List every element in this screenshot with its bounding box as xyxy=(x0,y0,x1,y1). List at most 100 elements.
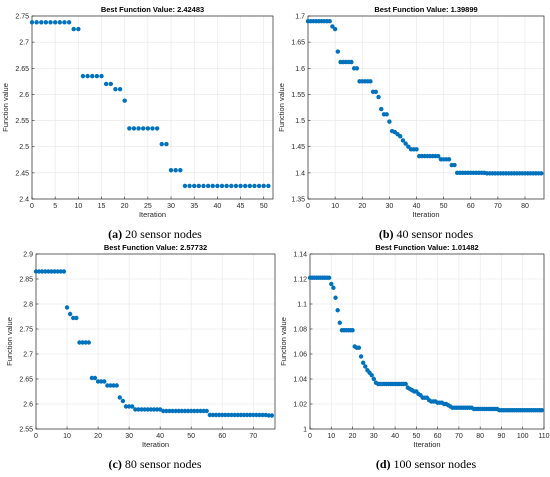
data-point xyxy=(251,412,256,418)
data-point xyxy=(113,87,118,92)
data-point xyxy=(326,275,332,280)
data-point xyxy=(387,119,392,124)
y-tick-label: 1 xyxy=(303,427,307,434)
data-point xyxy=(117,87,123,92)
x-tick-label: 90 xyxy=(498,433,506,440)
data-point xyxy=(220,412,225,418)
x-tick-label: 45 xyxy=(237,203,245,210)
data-point xyxy=(123,404,129,409)
data-point xyxy=(150,126,155,131)
data-point xyxy=(332,26,338,32)
data-point xyxy=(29,20,35,25)
plot-area xyxy=(310,254,544,429)
data-point xyxy=(49,269,54,274)
data-point xyxy=(89,375,95,381)
data-point xyxy=(86,340,91,345)
data-point xyxy=(141,126,146,131)
data-point xyxy=(71,315,76,321)
x-tick-label: 10 xyxy=(63,433,71,440)
data-point xyxy=(126,404,132,409)
data-point xyxy=(238,412,244,418)
data-point xyxy=(187,183,192,189)
y-tick-label: 2.45 xyxy=(15,170,29,177)
x-tick-label: 0 xyxy=(30,203,34,210)
data-point xyxy=(226,412,231,418)
y-tick-label: 2.6 xyxy=(19,92,29,99)
y-tick-label: 2.75 xyxy=(19,327,33,334)
data-point xyxy=(122,98,127,103)
data-point xyxy=(145,407,150,412)
x-tick-label: 10 xyxy=(327,433,335,440)
data-point xyxy=(148,407,154,412)
data-point xyxy=(254,412,259,418)
chart-panel-3: 0 10 20 30 40 50 60 70 2.55 2.6 2.65 2.7 2.75 2.8 2.85… xyxy=(5,243,276,471)
y-axis-label: Function value xyxy=(279,317,288,366)
data-point xyxy=(260,412,265,418)
data-point xyxy=(210,183,215,189)
data-point xyxy=(219,183,225,189)
data-point xyxy=(108,383,113,388)
y-tick-label: 1.06 xyxy=(293,352,307,359)
data-point xyxy=(43,20,49,25)
x-axis-label: Iteration xyxy=(412,210,439,219)
data-point xyxy=(188,408,194,414)
data-point xyxy=(164,141,169,147)
caption-text: 80 sensor nodes xyxy=(122,457,202,471)
data-point xyxy=(120,398,126,404)
y-tick-label: 1.55 xyxy=(291,92,305,99)
data-point xyxy=(170,408,175,414)
y-tick-label: 2.65 xyxy=(19,377,33,384)
x-tick-label: 35 xyxy=(190,203,198,210)
x-axis-label: Iteration xyxy=(413,440,440,449)
chart-panel-4: 0 10 20 30 40 50 60 70 80 90 100 110 1 1.02 1.04 1.06 1.… xyxy=(279,243,550,471)
data-point xyxy=(356,345,362,350)
data-point xyxy=(142,407,147,412)
data-point xyxy=(247,183,253,189)
data-point xyxy=(360,360,366,365)
data-point xyxy=(247,412,253,418)
data-point xyxy=(136,126,141,131)
data-point xyxy=(34,20,39,25)
data-point xyxy=(329,281,334,287)
data-point xyxy=(333,295,338,300)
data-point xyxy=(224,183,229,189)
y-axis-label: Function value xyxy=(5,317,14,366)
data-point xyxy=(154,407,160,412)
y-tick-label: 2.55 xyxy=(19,427,33,434)
data-point xyxy=(52,269,57,274)
caption-text: 20 sensor nodes xyxy=(122,227,202,241)
data-point xyxy=(349,59,354,65)
data-point xyxy=(539,408,545,413)
y-tick-label: 1.12 xyxy=(293,277,307,284)
y-tick-label: 2.8 xyxy=(23,302,33,309)
data-point xyxy=(95,379,101,384)
y-tick-label: 2.85 xyxy=(19,277,33,284)
x-tick-label: 50 xyxy=(412,433,420,440)
data-point xyxy=(164,408,169,414)
y-tick-label: 1.14 xyxy=(293,252,307,259)
data-point xyxy=(117,395,123,400)
data-point xyxy=(371,376,377,382)
axes-box xyxy=(35,253,276,430)
data-point xyxy=(373,89,379,95)
data-point xyxy=(130,404,135,409)
data-point xyxy=(363,364,368,369)
data-point xyxy=(74,315,79,321)
y-tick-label: 1.04 xyxy=(293,377,307,384)
caption-label: (d) xyxy=(376,457,391,471)
data-point xyxy=(368,79,373,84)
y-tick-label: 1.5 xyxy=(295,118,305,125)
figure-caption: (b) 40 sensor nodes xyxy=(379,227,474,241)
data-point xyxy=(241,412,247,418)
x-tick-label: 15 xyxy=(98,203,106,210)
data-point xyxy=(182,183,188,189)
data-point xyxy=(61,269,67,274)
data-point xyxy=(229,412,234,418)
data-point xyxy=(80,73,86,79)
figure-caption: (a) 20 sensor nodes xyxy=(108,227,202,241)
y-tick-label: 2.75 xyxy=(15,14,29,21)
figure-caption: (c) 80 sensor nodes xyxy=(109,457,202,471)
y-tick-label: 2.9 xyxy=(23,252,33,259)
x-tick-label: 40 xyxy=(413,203,421,210)
data-point xyxy=(446,157,452,162)
